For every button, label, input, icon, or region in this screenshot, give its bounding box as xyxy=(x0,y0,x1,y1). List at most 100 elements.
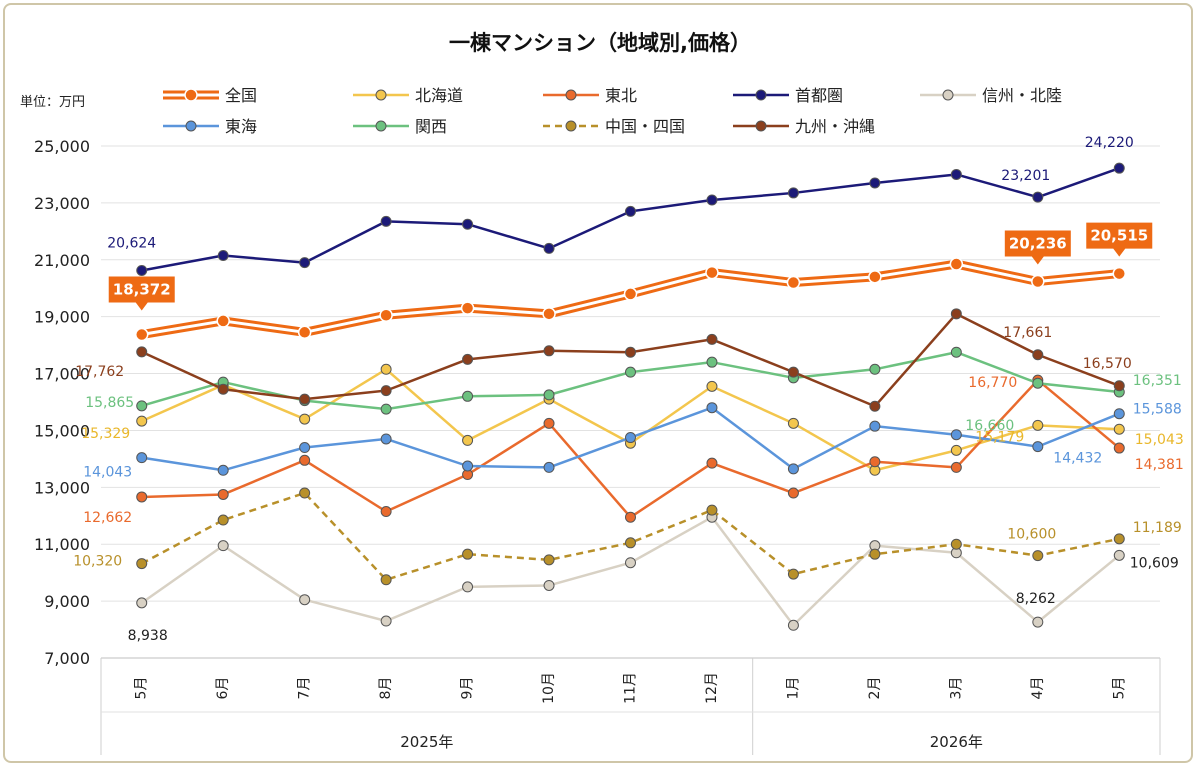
data-point xyxy=(217,514,229,526)
data-point xyxy=(950,444,962,456)
legend-label: 全国 xyxy=(225,86,257,105)
data-point xyxy=(462,218,474,230)
data-label: 24,220 xyxy=(1085,135,1134,151)
legend-marker xyxy=(755,120,767,132)
data-point xyxy=(869,548,881,560)
legend-item: 中国・四国 xyxy=(543,117,685,136)
data-point xyxy=(299,393,311,405)
year-label: 2026年 xyxy=(930,733,983,751)
data-point xyxy=(1112,266,1127,281)
data-point xyxy=(1113,549,1125,561)
data-point xyxy=(949,257,964,271)
data-point xyxy=(787,619,799,631)
x-tick-label: 1月 xyxy=(785,677,801,700)
data-point xyxy=(136,346,148,358)
data-label: 14,381 xyxy=(1135,457,1184,473)
data-point xyxy=(1113,533,1125,545)
data-point xyxy=(543,579,555,591)
data-label: 8,938 xyxy=(128,628,168,644)
data-point xyxy=(460,301,475,315)
data-label: 15,588 xyxy=(1133,402,1182,418)
data-point xyxy=(706,356,718,368)
data-point xyxy=(542,307,556,321)
plot-area xyxy=(134,162,1127,631)
y-tick-label: 13,000 xyxy=(34,478,90,497)
data-label: 16,770 xyxy=(968,375,1017,391)
data-label: 12,662 xyxy=(83,510,132,526)
data-point xyxy=(380,385,392,397)
data-point xyxy=(950,308,962,320)
x-axis: 5月 6月 7月 8月 9月 10月 11月 12月 1月 2月 3月 4月 5月 2025年 2026年 xyxy=(100,658,1161,755)
data-point xyxy=(1113,442,1125,454)
data-point xyxy=(787,366,799,378)
data-point xyxy=(1032,550,1044,562)
legend-marker xyxy=(565,120,577,132)
data-point xyxy=(462,581,474,593)
legend-marker xyxy=(184,88,198,102)
chart-title: 一棟マンション（地域別,価格） xyxy=(449,31,751,55)
y-tick-label: 9,000 xyxy=(44,592,90,611)
x-tick-label: 4月 xyxy=(1030,677,1046,700)
data-point xyxy=(787,487,799,499)
series-line xyxy=(141,167,1120,272)
legend-label: 北海道 xyxy=(415,86,463,105)
data-point xyxy=(625,537,636,549)
data-point xyxy=(625,432,636,444)
data-point xyxy=(706,380,718,392)
data-point xyxy=(379,308,393,322)
x-tick-label: 10月 xyxy=(541,672,557,704)
data-point xyxy=(1113,423,1125,435)
data-label: 10,320 xyxy=(73,554,122,570)
x-tick-label: 11月 xyxy=(623,672,639,704)
data-point xyxy=(950,346,962,358)
legend-marker xyxy=(755,89,767,101)
series-line xyxy=(141,515,1121,627)
data-point xyxy=(134,327,149,342)
data-point xyxy=(706,333,718,345)
x-tick-label: 2月 xyxy=(867,677,883,700)
data-label: 16,351 xyxy=(1133,373,1182,389)
legend-label: 東北 xyxy=(605,86,637,105)
data-point xyxy=(623,287,638,301)
data-label: 16,570 xyxy=(1083,356,1132,372)
data-point xyxy=(543,554,555,566)
data-label: 10,609 xyxy=(1130,555,1179,571)
data-label: 15,329 xyxy=(81,426,130,442)
data-label: 14,043 xyxy=(83,465,132,481)
x-tick-label: 9月 xyxy=(460,677,476,700)
data-point xyxy=(136,415,148,427)
data-point xyxy=(297,325,312,340)
legend-marker xyxy=(185,120,197,132)
data-point xyxy=(299,594,311,606)
data-label: 16,660 xyxy=(965,418,1014,434)
data-point xyxy=(217,383,229,395)
data-point xyxy=(543,345,555,357)
legend-item: 信州・北陸 xyxy=(920,86,1062,105)
legend-item: 九州・沖縄 xyxy=(733,117,875,136)
callout-box xyxy=(1086,222,1153,257)
data-point xyxy=(706,194,718,206)
data-point xyxy=(136,558,148,570)
callout-label: 20,515 xyxy=(1086,222,1153,257)
data-point xyxy=(787,463,799,475)
data-point xyxy=(1032,419,1044,431)
data-point xyxy=(869,363,881,375)
gridlines xyxy=(101,145,1160,659)
legend-marker xyxy=(375,120,387,132)
legend-label: 東海 xyxy=(225,117,257,136)
data-point xyxy=(299,257,311,269)
data-point xyxy=(869,456,881,468)
data-point xyxy=(136,491,148,503)
data-label: 20,236 xyxy=(1009,235,1067,253)
data-point xyxy=(786,275,801,290)
data-point xyxy=(1032,191,1044,203)
data-point xyxy=(950,538,962,550)
y-tick-label: 25,000 xyxy=(34,137,90,156)
callout-label: 18,372 xyxy=(108,276,175,311)
data-point xyxy=(1113,380,1125,392)
legend-marker xyxy=(942,89,954,101)
year-label: 2025年 xyxy=(400,733,453,751)
data-label: 11,189 xyxy=(1133,520,1182,536)
data-point xyxy=(787,187,799,199)
